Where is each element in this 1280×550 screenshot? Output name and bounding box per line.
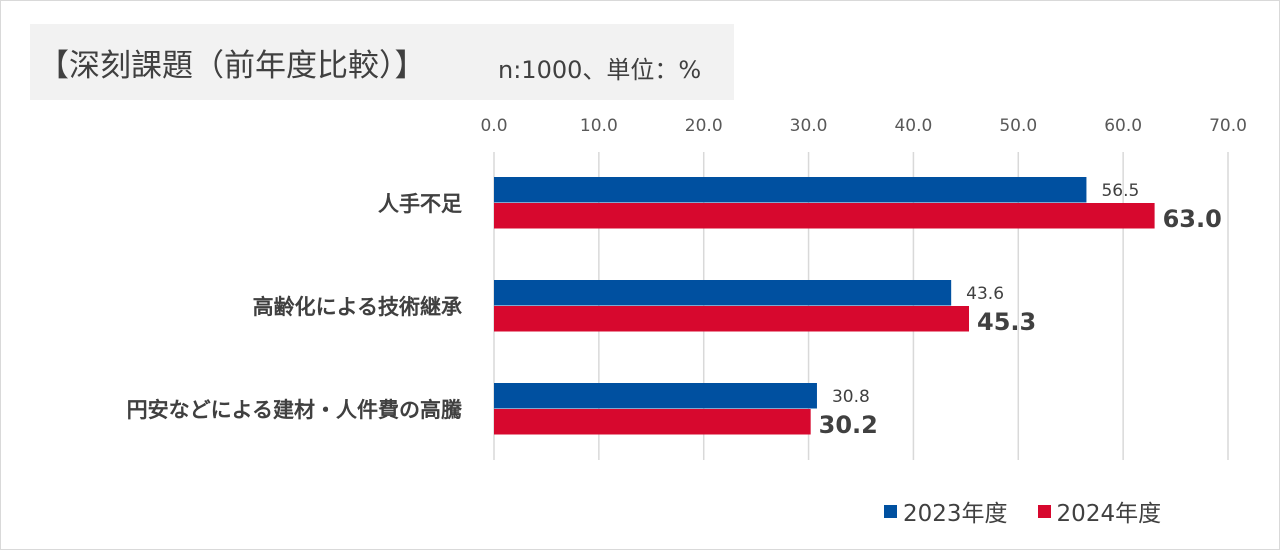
- data-label: 30.8: [832, 387, 870, 407]
- title-box: [30, 24, 734, 100]
- x-tick-label: 30.0: [790, 116, 828, 136]
- x-tick-label: 20.0: [685, 116, 723, 136]
- data-label: 45.3: [977, 308, 1036, 336]
- bar-2023: [494, 383, 817, 409]
- bar-2024: [494, 203, 1155, 229]
- x-tick-label: 60.0: [1104, 116, 1142, 136]
- bar-2023: [494, 280, 952, 306]
- legend-swatch-2024: [1037, 504, 1051, 518]
- category-label: 円安などによる建材・人件費の高騰: [127, 398, 463, 422]
- category-label: 高齢化による技術継承: [253, 295, 462, 319]
- legend-label-2024: 2024年度: [1056, 501, 1162, 527]
- legend: 2023年度 2024年度: [884, 494, 1161, 528]
- legend-item-2023: 2023年度: [884, 494, 1008, 528]
- x-tick-label: 10.0: [580, 116, 618, 136]
- x-tick-label: 40.0: [894, 116, 932, 136]
- legend-item-2024: 2024年度: [1037, 494, 1162, 528]
- x-tick-label: 0.0: [480, 116, 507, 136]
- data-label: 63.0: [1163, 205, 1222, 233]
- x-tick-label: 50.0: [999, 116, 1037, 136]
- category-label: 人手不足: [378, 192, 462, 216]
- chart-subtitle: n:1000、単位：%: [498, 56, 702, 84]
- bar-2024: [494, 409, 811, 435]
- chart-title: 【深刻課題（前年度比較）】: [38, 48, 426, 84]
- bar-2023: [494, 177, 1087, 203]
- x-tick-label: 70.0: [1209, 116, 1247, 136]
- data-label: 30.2: [819, 411, 878, 439]
- legend-swatch-2023: [884, 504, 897, 518]
- data-label: 43.6: [966, 284, 1004, 304]
- legend-label-2023: 2023年度: [903, 501, 1008, 527]
- bar-2024: [494, 306, 970, 332]
- data-label: 56.5: [1101, 181, 1139, 201]
